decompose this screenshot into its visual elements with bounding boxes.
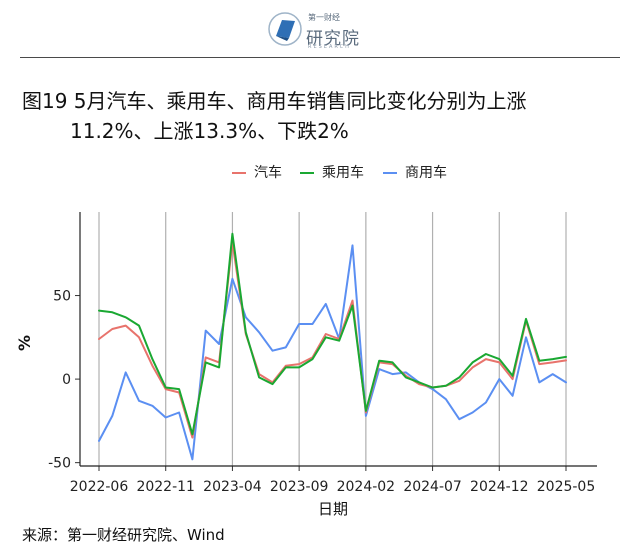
x-tick-label: 2023-04 bbox=[203, 479, 262, 495]
y-axis-label: % bbox=[15, 335, 34, 351]
x-tick-label: 2024-07 bbox=[403, 479, 462, 495]
figure-title: 图19 5月汽车、乘用车、商用车销售同比变化分别为上涨 11.2%、上涨13.3… bbox=[22, 86, 622, 146]
logo-emblem-icon bbox=[268, 12, 302, 46]
figure-title-line2: 11.2%、上涨13.3%、下跌2% bbox=[70, 119, 349, 143]
chart-series-lines bbox=[98, 232, 567, 461]
x-tick-label: 2022-11 bbox=[136, 479, 195, 495]
legend-swatch-0 bbox=[232, 172, 246, 174]
logo-small-text: 第一财经 bbox=[308, 13, 340, 22]
x-tick-label: 2024-12 bbox=[470, 479, 529, 495]
logo: 第一财经 研究院 RESEARCH bbox=[268, 8, 388, 50]
legend-item-2: 商用车 bbox=[383, 162, 447, 182]
series-line-1 bbox=[98, 232, 567, 436]
x-tick-label: 2022-06 bbox=[70, 479, 129, 495]
series-line-0 bbox=[98, 241, 567, 439]
x-tick-label: 2024-02 bbox=[337, 479, 396, 495]
y-tick-label: 50 bbox=[53, 289, 71, 305]
legend-item-0: 汽车 bbox=[232, 162, 282, 182]
header-divider bbox=[20, 57, 620, 58]
chart-axes bbox=[75, 212, 597, 471]
y-tick-label: -50 bbox=[48, 456, 71, 472]
x-axis-label: 日期 bbox=[318, 500, 348, 518]
logo-english-text: RESEARCH bbox=[308, 44, 351, 50]
legend-label-1: 乘用车 bbox=[322, 165, 364, 181]
chart-legend: 汽车 乘用车 商用车 bbox=[0, 162, 640, 182]
legend-swatch-2 bbox=[383, 172, 397, 174]
legend-swatch-1 bbox=[300, 172, 314, 174]
figure-title-line1: 图19 5月汽车、乘用车、商用车销售同比变化分别为上涨 bbox=[22, 89, 527, 113]
chart-grid bbox=[98, 212, 567, 466]
source-note: 来源：第一财经研究院、Wind bbox=[22, 526, 225, 544]
y-tick-label: 0 bbox=[62, 372, 71, 388]
chart-tick-labels: 2022-06 2022-11 2023-04 2023-09 2024-02 2024-… bbox=[48, 289, 595, 495]
x-tick-label: 2023-09 bbox=[270, 479, 329, 495]
legend-label-0: 汽车 bbox=[254, 165, 282, 181]
series-line-2 bbox=[98, 244, 567, 461]
legend-item-1: 乘用车 bbox=[300, 162, 364, 182]
x-tick-label: 2025-05 bbox=[537, 479, 596, 495]
logo-text: 研究院 bbox=[306, 29, 360, 49]
legend-label-2: 商用车 bbox=[405, 165, 447, 181]
